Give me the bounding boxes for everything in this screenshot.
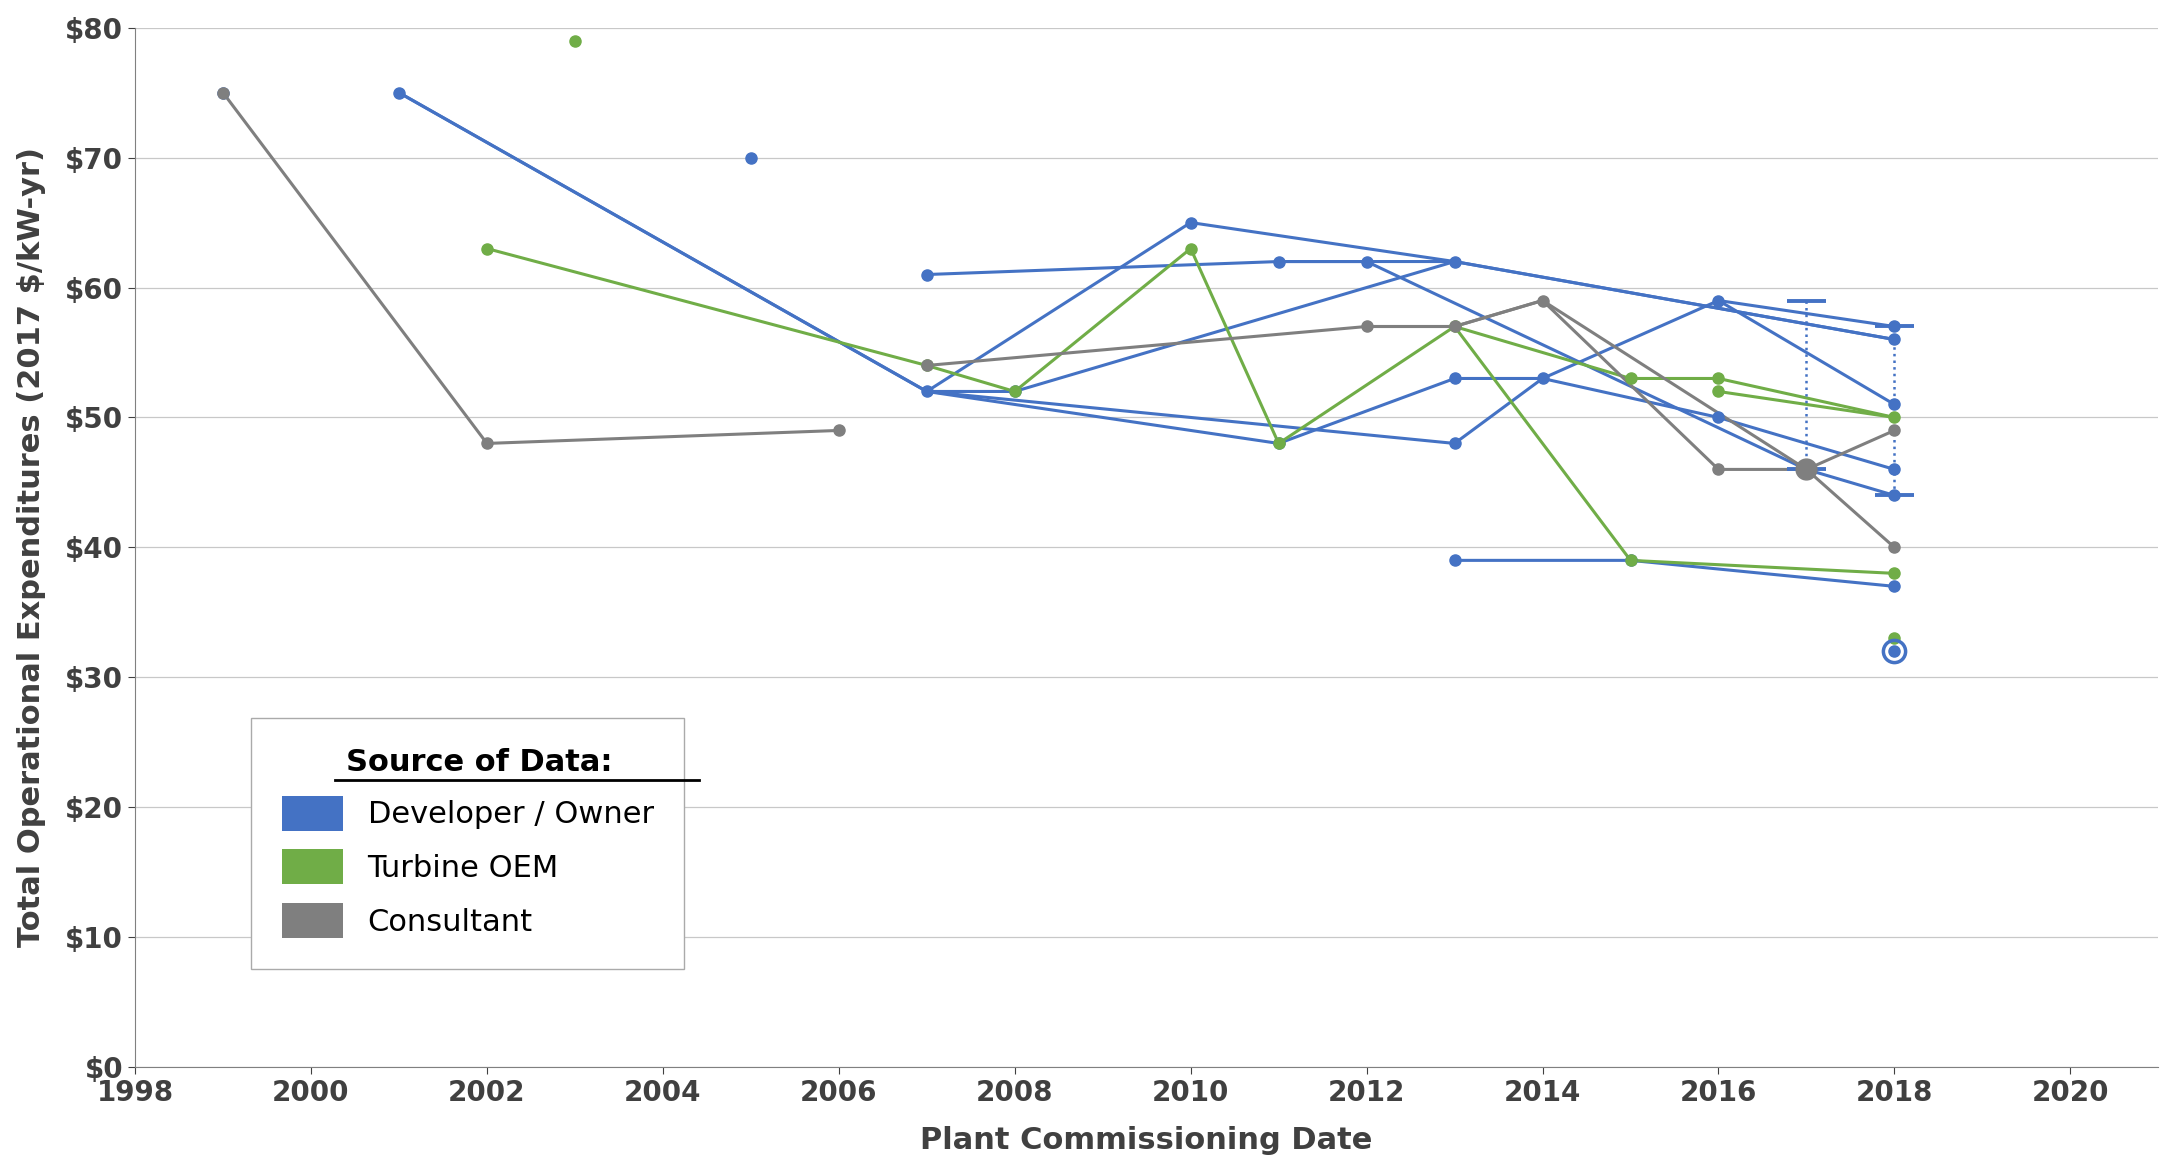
X-axis label: Plant Commissioning Date: Plant Commissioning Date bbox=[920, 1126, 1372, 1156]
Text: Source of Data:: Source of Data: bbox=[346, 749, 611, 777]
Y-axis label: Total Operational Expenditures (2017 $/kW-yr): Total Operational Expenditures (2017 $/k… bbox=[17, 148, 46, 947]
Legend: Developer / Owner, Turbine OEM, Consultant: Developer / Owner, Turbine OEM, Consulta… bbox=[252, 717, 685, 968]
